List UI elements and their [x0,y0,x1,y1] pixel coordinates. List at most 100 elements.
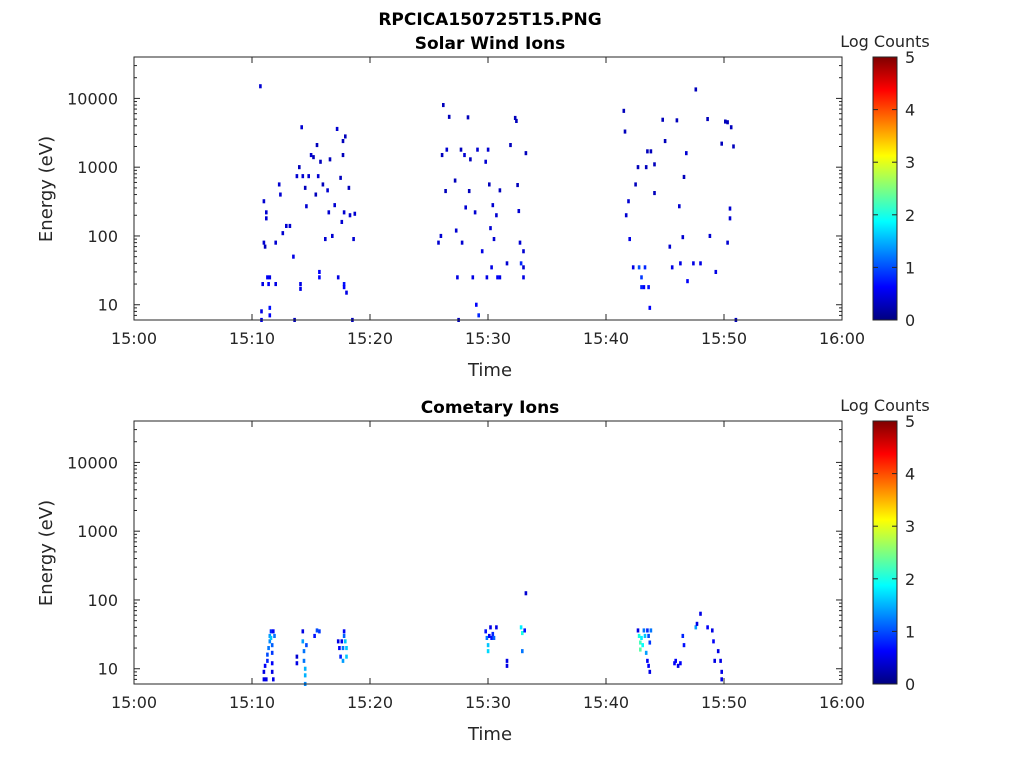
data-cell [318,629,321,634]
data-cell [518,240,522,245]
data-cell [484,159,487,164]
data-cell [339,654,342,659]
data-cell [454,228,458,233]
data-cell [316,174,320,179]
data-cell [708,233,712,238]
data-cell [644,650,648,655]
x-tick-label: 15:40 [583,329,629,348]
data-cell [464,205,467,210]
data-cell [309,153,313,158]
data-cell [699,261,702,266]
data-cell [326,188,329,193]
data-cell [270,643,274,648]
data-cell [695,621,699,626]
data-cell [324,237,327,242]
data-cell [484,629,487,634]
data-cell [642,628,646,633]
data-cell [279,192,282,197]
data-cell [333,203,336,208]
data-cell [521,631,524,636]
figure-title: RPCICA150725T15.PNG [378,10,601,30]
data-cell [288,223,292,228]
data-cell [679,661,682,666]
data-cell [261,282,264,287]
data-cell [631,265,635,270]
data-cell [498,188,502,193]
cometary-title: Cometary Ions [421,398,560,418]
data-cell [713,658,716,663]
data-cell [490,265,493,270]
data-cell [342,629,346,634]
data-cell [646,149,649,154]
cometary-xlabel: Time [467,724,512,745]
data-cell [268,639,272,644]
data-cell [676,663,680,668]
data-cell [521,649,524,654]
data-cell [437,240,440,245]
colorbar-tick-label: 1 [905,622,915,641]
data-cell [486,147,490,152]
data-cell [341,139,345,144]
data-cell [692,261,695,266]
data-cell [711,628,714,633]
data-cell [301,174,305,179]
data-cell [642,285,646,290]
data-cell [299,286,302,291]
data-cell [729,125,733,130]
data-cell [627,199,630,204]
solar-wind-colorbar [872,56,898,321]
data-cell [637,633,641,638]
data-cell [303,185,307,190]
data-cell [262,199,266,204]
data-cell [668,244,672,249]
data-cell [277,182,281,187]
solar-wind-plot-frame [133,56,843,321]
solar-wind-title: Solar Wind Ions [415,34,566,54]
data-cell [719,658,722,663]
data-cell [491,631,495,636]
data-cell [694,625,698,630]
data-cell [262,669,266,674]
data-cell [648,669,652,674]
y-tick-label: 10000 [67,453,118,472]
data-cell [653,162,656,167]
data-cell [321,182,325,187]
data-cell [285,223,288,228]
data-cell [270,650,274,655]
data-cell [628,237,631,242]
data-cell [262,677,266,682]
data-cell [341,646,345,651]
data-cell [353,211,357,216]
data-cell [516,183,519,188]
data-cell [519,625,523,630]
data-cell [673,661,676,666]
data-cell [463,153,466,158]
data-cell [319,159,322,164]
solar-wind-colorbar-label: Log Counts [840,32,930,51]
data-cell [661,117,664,122]
x-tick-label: 15:50 [701,329,747,348]
data-cell [517,209,521,214]
data-cell [699,611,702,616]
data-cell [653,191,656,196]
data-cell [281,231,285,236]
solar-wind-cells [259,84,738,322]
data-cell [345,646,348,651]
data-cell [300,125,303,130]
data-cell [486,643,490,648]
data-cell [663,139,667,144]
data-cell [524,591,528,596]
data-cell [649,628,653,633]
data-cell [726,240,729,245]
cometary-colorbar-label: Log Counts [840,396,930,415]
data-cell [272,629,275,634]
data-cell [728,206,732,211]
data-cell [265,677,268,682]
data-cell [675,118,679,123]
data-cell [515,118,518,123]
data-cell [301,629,305,634]
data-cell [335,126,339,131]
data-cell [685,151,688,156]
data-cell [473,210,477,215]
